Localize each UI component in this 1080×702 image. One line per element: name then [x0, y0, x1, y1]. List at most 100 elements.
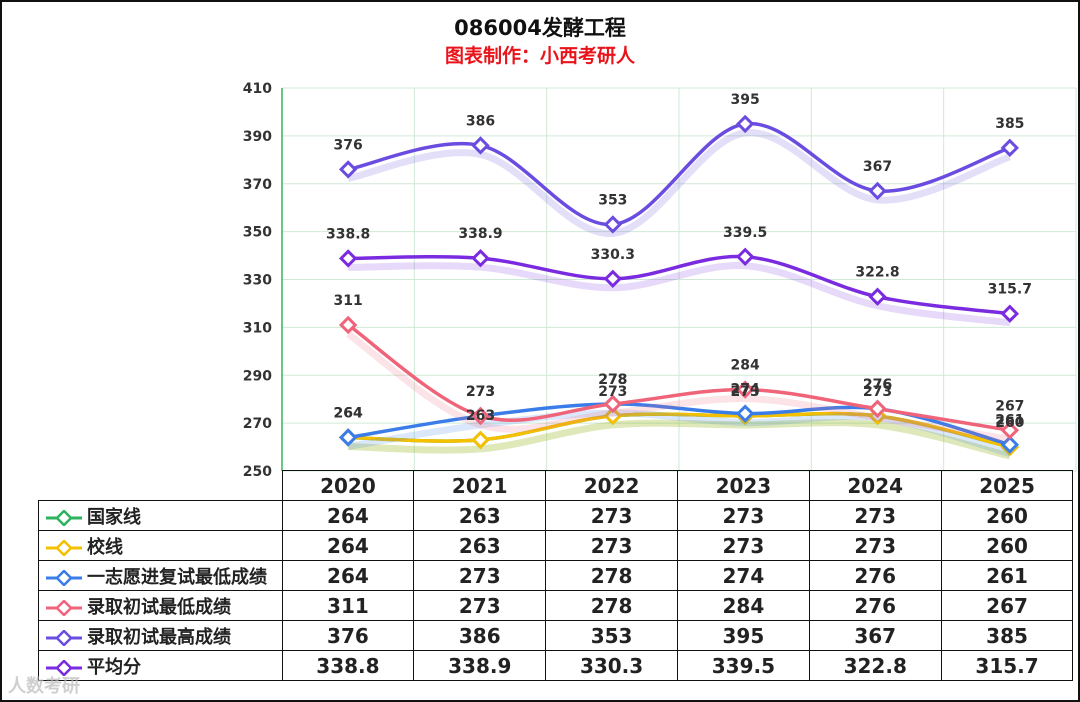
legend-entry: 平均分	[38, 650, 283, 681]
table-cell: 261	[940, 560, 1074, 591]
x-category-label: 2021	[413, 470, 547, 501]
y-tick-label: 350	[243, 225, 272, 241]
watermark: 人数考研	[8, 676, 80, 697]
data-label: 273	[731, 384, 760, 400]
data-label: 264	[334, 405, 363, 421]
y-tick-label: 310	[243, 320, 272, 336]
data-label: 264	[334, 405, 363, 421]
y-tick-label: 290	[243, 368, 272, 384]
table-cell: 284	[676, 590, 810, 621]
x-category-label: 2023	[676, 470, 810, 501]
table-cell: 273	[413, 590, 547, 621]
table-row: 录取初试最低成绩 311 273 278 284 276 267	[38, 590, 1074, 621]
x-category-label: 2020	[281, 470, 415, 501]
legend-marker-icon	[46, 569, 82, 586]
legend-entry: 录取初试最低成绩	[38, 590, 283, 621]
data-point-marker	[603, 215, 623, 234]
data-point-marker	[1000, 435, 1020, 454]
data-label: 276	[863, 377, 892, 393]
table-cell: 278	[545, 560, 678, 591]
table-cell: 273	[413, 560, 547, 591]
data-point-marker	[471, 249, 490, 268]
table-cell: 367	[808, 620, 942, 651]
y-tick-label: 270	[243, 416, 272, 432]
table-cell: 385	[940, 620, 1074, 651]
data-label: 274	[731, 382, 760, 398]
chart-lines	[338, 114, 1020, 460]
series-line	[346, 323, 1012, 433]
data-point-marker	[1000, 304, 1020, 323]
table-cell: 330.3	[545, 650, 678, 681]
y-tick-label: 390	[243, 129, 272, 145]
table-cell: 273	[545, 530, 678, 561]
data-label: 278	[598, 372, 627, 388]
legend-marker-icon	[46, 509, 82, 526]
table-cell: 260	[940, 500, 1074, 531]
x-category-label: 2024	[808, 470, 942, 501]
data-point-marker	[471, 430, 490, 450]
table-cell: 273	[676, 530, 810, 561]
series-shadow	[348, 419, 1011, 460]
series-shadow	[348, 419, 1011, 460]
table-header-row: 2020 2021 2022 2023 2024 2025	[38, 470, 1074, 501]
table-cell: 263	[413, 530, 547, 561]
data-label: 284	[731, 358, 760, 374]
chart-title: 086004发酵工程	[454, 16, 626, 40]
data-label: 276	[863, 377, 892, 393]
legend-label: 一志愿进复试最低成绩	[87, 566, 267, 588]
series-line	[346, 411, 1012, 449]
table-cell: 264	[281, 560, 415, 591]
data-point-marker	[603, 394, 623, 414]
data-label: 261	[995, 413, 1024, 429]
data-label: 385	[995, 116, 1024, 132]
table-cell: 311	[281, 590, 415, 621]
legend-marker-icon	[46, 659, 82, 676]
data-point-marker	[1000, 138, 1020, 158]
series-line	[346, 254, 1012, 316]
legend-marker-icon	[46, 599, 82, 616]
data-point-marker	[868, 181, 887, 201]
chart-subtitle: 图表制作：小西考研人	[444, 45, 635, 67]
y-tick-label: 410	[243, 81, 272, 97]
table-cell: 276	[808, 590, 942, 621]
table-cell: 273	[808, 530, 942, 561]
data-label: 273	[863, 384, 892, 400]
data-label: 367	[863, 159, 892, 175]
legend-entry: 录取初试最高成绩	[38, 620, 283, 651]
series-shadow	[348, 262, 1011, 327]
table-row: 一志愿进复试最低成绩 264 273 278 274 276 261	[38, 560, 1074, 591]
table-cell: 395	[676, 620, 810, 651]
table-cell: 276	[808, 560, 942, 591]
table-row: 平均分 338.8 338.9 330.3 339.5 322.8 315.7	[38, 650, 1074, 681]
legend-label: 录取初试最低成绩	[87, 596, 231, 618]
table-cell: 273	[676, 500, 810, 531]
y-tick-label: 370	[243, 177, 272, 193]
data-label: 315.7	[988, 282, 1032, 298]
data-point-marker	[735, 380, 755, 399]
data-label: 339.5	[723, 225, 767, 241]
data-label: 311	[334, 293, 363, 309]
table-cell: 338.9	[413, 650, 547, 681]
data-label: 386	[466, 113, 495, 129]
table-cell: 264	[281, 500, 415, 531]
table-cell: 274	[676, 560, 810, 591]
data-label: 263	[466, 408, 495, 424]
data-point-marker	[338, 160, 358, 179]
data-point-marker	[735, 404, 755, 423]
table-row: 录取初试最高成绩 376 386 353 395 367 385	[38, 620, 1074, 651]
table-cell: 353	[545, 620, 678, 651]
data-label: 273	[598, 384, 627, 400]
table-row: 国家线 264 263 273 273 273 260	[38, 500, 1074, 531]
data-point-marker	[471, 406, 490, 426]
legend-label: 平均分	[87, 656, 141, 678]
x-category-label: 2025	[940, 470, 1074, 501]
table-cell: 263	[413, 500, 547, 531]
legend-label: 校线	[87, 536, 123, 558]
table-cell: 339.5	[676, 650, 810, 681]
legend-marker-icon	[46, 629, 82, 646]
table-cell: 338.8	[281, 650, 415, 681]
data-point-marker	[603, 269, 623, 288]
legend-label: 国家线	[87, 506, 141, 528]
